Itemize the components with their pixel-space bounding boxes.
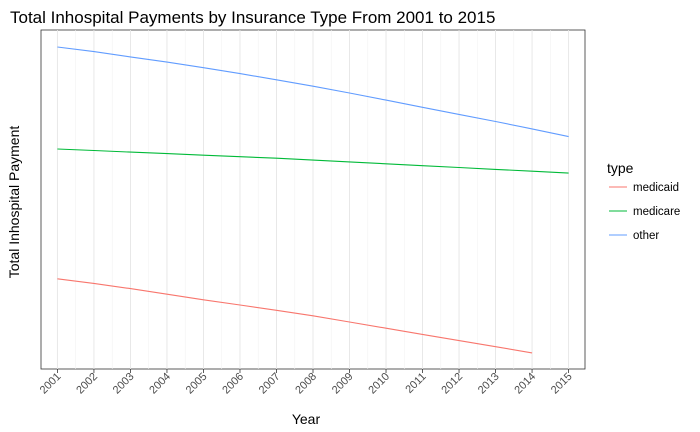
- chart-title: Total Inhospital Payments by Insurance T…: [10, 8, 495, 27]
- x-tick-label: 2002: [74, 371, 100, 397]
- x-axis-ticks: 2001 2002 2003 2004 2005 2006 2007 2008 2009 2010…: [38, 369, 575, 396]
- x-tick-label: 2010: [366, 371, 392, 397]
- x-tick-label: 2001: [38, 371, 64, 397]
- y-axis-title: Total Inhospital Payment: [6, 126, 22, 279]
- x-tick-label: 2013: [476, 371, 502, 397]
- legend-label-medicaid: medicaid: [633, 182, 679, 194]
- series-line-other: [57, 46, 569, 138]
- x-tick-label: 2015: [549, 371, 575, 397]
- legend-label-other: other: [633, 230, 659, 242]
- x-tick-label: 2004: [147, 371, 173, 397]
- x-tick-label: 2011: [403, 371, 428, 396]
- x-tick-label: 2008: [293, 371, 319, 397]
- x-tick-label: 2012: [439, 371, 465, 397]
- series-line-medicaid: [57, 278, 533, 354]
- x-tick-label: 2005: [184, 371, 210, 397]
- legend-items: medicaid medicare other: [609, 182, 680, 242]
- x-tick-label: 2003: [111, 371, 137, 397]
- x-tick-label: 2009: [330, 371, 356, 397]
- series-line-medicare: [57, 148, 569, 174]
- gridlines: [56, 30, 570, 369]
- series-lines: [57, 46, 569, 354]
- legend-title: type: [607, 160, 634, 176]
- x-tick-label: 2014: [512, 371, 538, 397]
- legend-label-medicare: medicare: [633, 206, 680, 218]
- legend: type medicaid medicare other: [607, 160, 680, 242]
- x-axis-title: Year: [292, 411, 321, 427]
- x-tick-label: 2007: [257, 371, 283, 397]
- x-tick-label: 2006: [220, 371, 246, 397]
